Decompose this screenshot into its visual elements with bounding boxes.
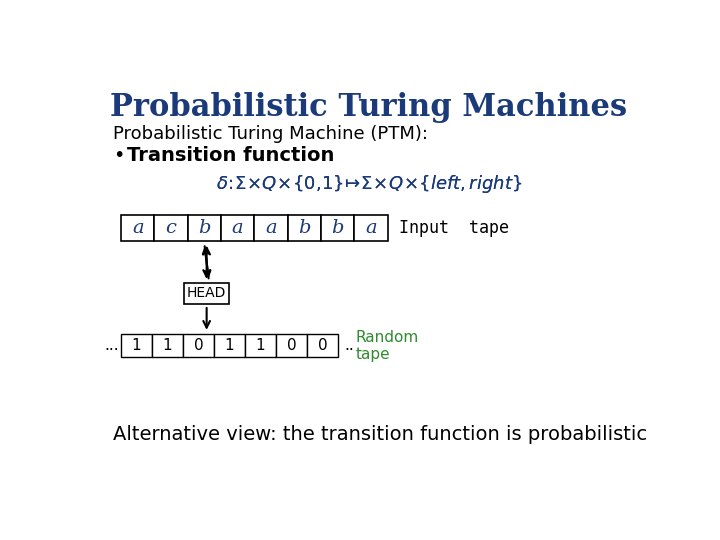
Text: 0: 0 <box>194 339 203 353</box>
Bar <box>152 334 183 357</box>
Bar <box>354 215 387 241</box>
Bar <box>254 215 287 241</box>
Text: 1: 1 <box>256 339 265 353</box>
Text: Random
tape: Random tape <box>356 329 419 362</box>
Text: 1: 1 <box>163 339 172 353</box>
Text: 0: 0 <box>287 339 297 353</box>
Bar <box>307 334 338 357</box>
Bar <box>121 215 154 241</box>
Text: b: b <box>198 219 210 237</box>
Text: Probabilistic Turing Machines: Probabilistic Turing Machines <box>110 92 628 123</box>
Bar <box>183 334 214 357</box>
Text: Transition function: Transition function <box>127 146 335 165</box>
Bar <box>245 334 276 357</box>
Bar <box>154 215 188 241</box>
Text: HEAD: HEAD <box>187 287 226 300</box>
Bar <box>276 334 307 357</box>
Bar <box>321 215 354 241</box>
Text: 1: 1 <box>225 339 234 353</box>
Bar <box>184 284 229 303</box>
Text: c: c <box>166 219 176 237</box>
Text: Alternative view: the transition function is probabilistic: Alternative view: the transition functio… <box>113 424 647 444</box>
Text: 1: 1 <box>132 339 141 353</box>
Text: 0: 0 <box>318 339 328 353</box>
Text: •: • <box>113 146 125 165</box>
Text: Probabilistic Turing Machine (PTM):: Probabilistic Turing Machine (PTM): <box>113 125 428 143</box>
Text: Input  tape: Input tape <box>399 219 509 237</box>
Text: $\delta\!:\!\Sigma\!\times\!Q\!\times\!\{0,\!1\}\!\mapsto\!\Sigma\!\times\!Q\!\t: $\delta\!:\!\Sigma\!\times\!Q\!\times\!\… <box>216 173 522 194</box>
Bar <box>214 334 245 357</box>
Text: $\delta\!:\!\Sigma\!\times\!Q\!\times\!\{0,\!1\}\!\mapsto\!\Sigma\!\times\!Q\!\t: $\delta\!:\!\Sigma\!\times\!Q\!\times\!\… <box>216 173 522 194</box>
Text: b: b <box>331 219 344 237</box>
Text: a: a <box>232 219 243 237</box>
Text: a: a <box>365 219 377 237</box>
Bar <box>188 215 221 241</box>
Bar <box>287 215 321 241</box>
Bar <box>121 334 152 357</box>
Text: ..: .. <box>344 339 354 353</box>
Text: a: a <box>265 219 276 237</box>
Text: a: a <box>132 219 143 237</box>
Bar <box>221 215 254 241</box>
Text: ...: ... <box>104 339 119 353</box>
Text: b: b <box>298 219 310 237</box>
